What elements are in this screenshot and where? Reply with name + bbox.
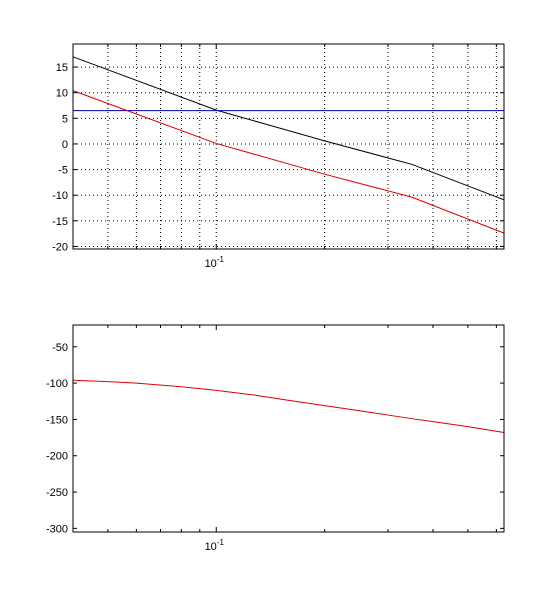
y-tick-label: -300 xyxy=(46,523,68,535)
y-tick-label: -200 xyxy=(46,451,68,463)
y-tick-label: -100 xyxy=(46,378,68,390)
y-tick-label: 15 xyxy=(56,62,68,74)
y-tick-label: 10 xyxy=(56,88,68,100)
y-tick-label: 5 xyxy=(62,113,68,125)
y-tick-label: -10 xyxy=(52,190,68,202)
y-tick-label: -20 xyxy=(52,241,68,253)
y-tick-label: -5 xyxy=(58,165,68,177)
x-tick-label: 10-1 xyxy=(205,538,225,553)
bottom-plot-area xyxy=(73,325,504,532)
y-tick-label: 0 xyxy=(62,139,68,151)
series-line-3 xyxy=(72,90,505,234)
bottom-plot: -50 -100 -150 -200 -250 -300 10-1 xyxy=(46,324,505,553)
series-line-1 xyxy=(72,379,505,433)
series-line-1 xyxy=(72,56,505,201)
y-tick-label: -50 xyxy=(52,342,68,354)
axes-frame xyxy=(72,324,505,533)
top-plot-area xyxy=(73,44,504,249)
y-tick-label: -15 xyxy=(52,216,68,228)
axes-frame xyxy=(72,43,505,250)
x-tick-label: 10-1 xyxy=(205,255,225,270)
top-plot: 15 10 5 0 -5 -10 -15 -20 10-1 xyxy=(52,43,505,270)
y-tick-label: -250 xyxy=(46,487,68,499)
y-tick-label: -150 xyxy=(46,414,68,426)
